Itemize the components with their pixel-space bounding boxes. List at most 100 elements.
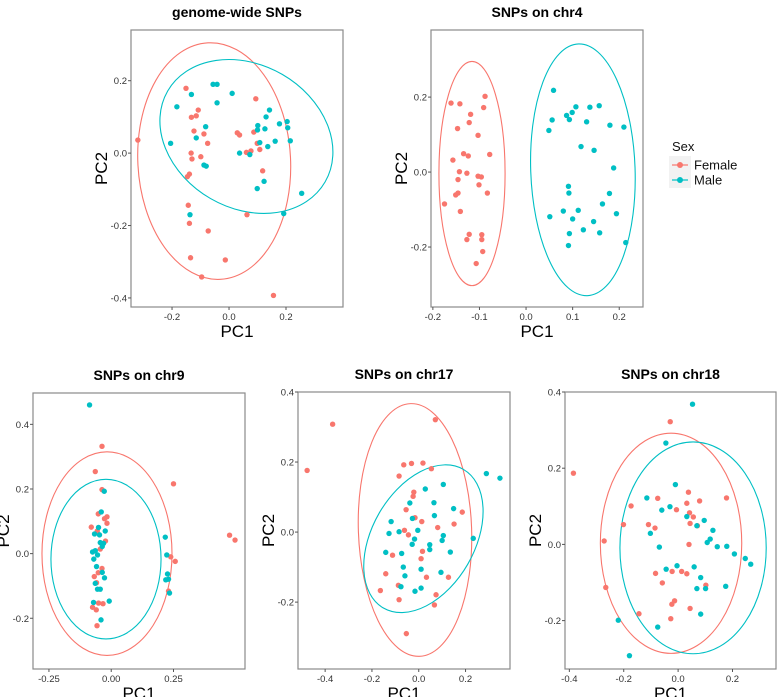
data-point-female [696, 498, 703, 504]
data-point-female [684, 571, 690, 577]
data-point-male [202, 123, 209, 130]
confidence-ellipse-male [619, 441, 767, 655]
legend-key-female-point [677, 162, 683, 168]
data-point-male [418, 566, 424, 572]
confidence-ellipse-male [363, 464, 484, 614]
data-point-male [613, 210, 620, 217]
y-tick-label: -0.2 [411, 243, 427, 254]
data-point-male [418, 585, 424, 591]
data-point-male [573, 104, 579, 110]
data-point-female [459, 509, 465, 515]
data-point-male [386, 530, 392, 537]
data-point-female [431, 602, 438, 608]
data-point-male [672, 481, 679, 488]
data-point-male [287, 138, 293, 144]
data-point-female [270, 292, 277, 299]
data-point-male [415, 527, 421, 534]
data-point-female [405, 532, 412, 538]
x-tick-label: -0.2 [425, 312, 441, 323]
data-point-male [255, 122, 261, 129]
data-point-female [668, 616, 674, 622]
y-tick-label: -0.2 [13, 614, 29, 625]
plot-area [438, 43, 636, 297]
x-tick-label: -0.2 [364, 674, 380, 685]
legend-label-female: Female [694, 158, 737, 173]
data-point-female [432, 416, 439, 423]
y-axis-label: PC2 [0, 514, 13, 547]
data-point-male [450, 505, 457, 512]
data-point-male [722, 583, 729, 590]
y-tick-label: -0.2 [278, 598, 294, 609]
data-point-female [454, 125, 461, 132]
data-point-female [205, 228, 211, 234]
panel-1: genome-wide SNPs -0.2 0.0 0.2 -0.4 -0.2 0.0 0.2… [92, 4, 344, 341]
data-point-female [204, 140, 211, 147]
data-point-male [427, 541, 433, 548]
data-point-male [162, 534, 168, 540]
data-point-female [434, 524, 441, 531]
data-point-female [135, 137, 141, 143]
data-point-female [570, 470, 577, 476]
data-point-male [694, 585, 700, 592]
data-point-male [383, 549, 389, 556]
data-point-female [420, 460, 426, 466]
data-point-male [188, 91, 195, 98]
data-point-male [566, 116, 573, 123]
data-point-male [98, 509, 104, 515]
data-point-female [678, 568, 685, 575]
y-tick-label: -0.4 [111, 293, 127, 304]
data-point-female [687, 520, 693, 527]
data-point-male [284, 118, 290, 125]
y-axis-label: PC2 [526, 514, 545, 547]
data-point-female [411, 489, 417, 495]
panel-title: SNPs on chr4 [491, 4, 582, 20]
data-point-male [298, 190, 305, 197]
data-point-female [92, 468, 98, 475]
data-point-female [195, 107, 201, 113]
x-axis-label: PC1 [220, 322, 253, 341]
data-point-female [687, 605, 693, 612]
data-point-male [276, 121, 283, 127]
confidence-ellipse-female [41, 451, 173, 656]
data-point-female [460, 150, 467, 157]
data-point-female [652, 570, 659, 577]
data-point-female [480, 104, 487, 111]
x-tick-label: 0.0 [672, 674, 685, 685]
data-point-female [198, 274, 205, 280]
data-point-female [456, 168, 463, 175]
data-point-male [412, 588, 418, 594]
data-point-female [478, 174, 485, 180]
data-point-male [580, 227, 587, 233]
data-point-male [447, 549, 454, 555]
data-point-male [724, 543, 730, 550]
x-tick-label: -0.2 [616, 674, 632, 685]
data-point-male [402, 573, 408, 579]
y-tick-label: 0.2 [281, 458, 294, 469]
data-point-female [189, 156, 195, 162]
data-point-female [628, 503, 634, 509]
data-point-male [623, 239, 629, 246]
data-point-female [198, 154, 204, 160]
legend-key-male-point [677, 177, 683, 183]
legend-title: Sex [672, 139, 695, 154]
data-point-male [94, 552, 101, 558]
data-point-male [547, 213, 553, 220]
plot-area [41, 402, 238, 656]
data-point-female [476, 182, 482, 188]
data-point-male [92, 548, 98, 554]
confidence-ellipse-female [357, 403, 473, 657]
data-point-female [170, 481, 177, 487]
data-point-female [168, 554, 174, 560]
data-point-female [104, 514, 110, 520]
plot-panel-border [32, 392, 246, 670]
data-point-female [95, 569, 101, 576]
data-point-male [569, 109, 575, 116]
data-point-female [389, 552, 396, 558]
data-point-female [222, 257, 229, 263]
data-point-male [440, 532, 447, 539]
data-point-male [167, 140, 174, 147]
data-point-male [742, 555, 748, 562]
y-tick-label: 0.4 [548, 388, 561, 399]
y-tick-label: 0.0 [114, 149, 127, 160]
data-point-female [259, 168, 266, 174]
